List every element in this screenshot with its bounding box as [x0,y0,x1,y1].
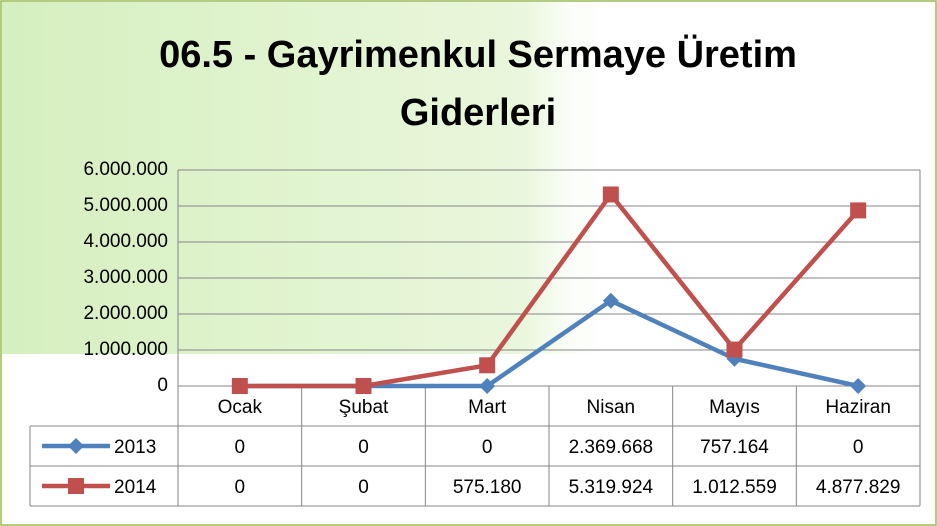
x-tick-label: Mart [468,397,507,418]
y-tick-label: 3.000.000 [83,267,168,288]
x-tick-label: Şubat [339,397,389,418]
marker [850,378,867,394]
table-value: 0 [853,437,864,458]
marker [68,438,84,454]
table-value: 575.180 [453,477,522,498]
x-tick-label: Nisan [587,397,636,418]
legend-label: 2013 [114,437,156,458]
marker [479,378,496,394]
marker [602,292,619,309]
y-tick-label: 4.000.000 [83,231,168,252]
marker [850,202,867,219]
table-value: 0 [358,477,369,498]
marker [479,357,496,374]
table-value: 757.164 [700,437,769,458]
y-tick-label: 5.000.000 [83,195,168,216]
background-highlight [2,2,616,354]
table-value: 2.369.668 [569,437,654,458]
table-value: 0 [235,477,246,498]
marker [68,478,84,494]
y-tick-label: 0 [157,375,168,396]
line-series [239,192,860,389]
y-tick-label: 6.000.000 [83,159,168,180]
y-tick-label: 2.000.000 [83,303,168,324]
table-value: 5.319.924 [569,477,654,498]
x-tick-label: Haziran [825,397,890,418]
marker [726,341,743,358]
table-value: 0 [482,437,493,458]
marker [355,378,372,394]
x-tick-label: Mayıs [709,397,760,418]
table-value: 0 [358,437,369,458]
legend-label: 2014 [114,477,157,498]
table-value: 1.012.559 [692,477,777,498]
x-tick-label: Ocak [218,397,263,418]
chart-title: 06.5 - Gayrimenkul Sermaye Üretim Giderl… [159,34,797,134]
marker [231,378,248,394]
marker [602,186,619,203]
y-tick-label: 1.000.000 [83,339,168,360]
table-value: 0 [235,437,246,458]
table-value: 4.877.829 [816,477,901,498]
